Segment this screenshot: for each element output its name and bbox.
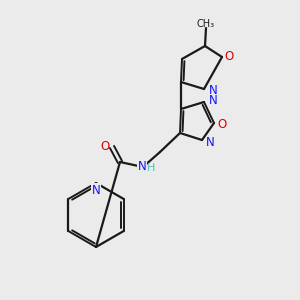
Text: N: N [208,85,217,98]
Text: O: O [218,118,226,130]
Text: O: O [224,50,234,64]
Text: N: N [206,136,214,148]
Text: CH₃: CH₃ [197,19,215,29]
Text: O: O [100,140,109,154]
Text: H: H [147,163,155,173]
Text: N: N [138,160,146,173]
Text: N: N [208,94,217,107]
Text: N: N [92,184,100,196]
